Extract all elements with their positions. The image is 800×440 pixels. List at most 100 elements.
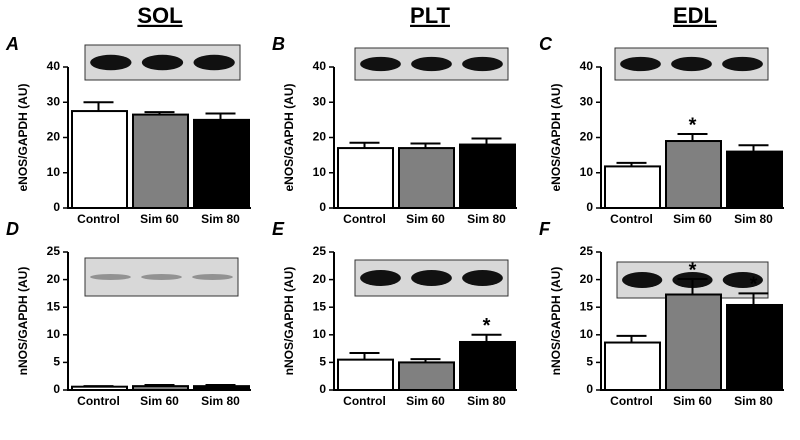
blot-band	[671, 56, 712, 72]
blot-band	[193, 54, 235, 71]
column-title: EDL	[673, 3, 717, 28]
blot-band	[360, 56, 401, 72]
y-tick-label: 10	[580, 327, 594, 341]
y-axis-label: nNOS/GAPDH (AU)	[282, 267, 296, 376]
bar	[398, 361, 455, 391]
y-tick-label: 40	[47, 59, 61, 73]
bar	[604, 341, 661, 392]
panel-label: C	[539, 34, 553, 54]
bar	[132, 113, 189, 209]
panel-label: B	[272, 34, 285, 54]
y-tick-label: 5	[586, 355, 593, 369]
column-title: PLT	[410, 3, 450, 28]
y-tick-label: 20	[313, 272, 327, 286]
y-axis-label: nNOS/GAPDH (AU)	[549, 267, 563, 376]
x-tick-label: Control	[343, 212, 386, 226]
significance-mark: *	[750, 274, 758, 296]
x-tick-label: Sim 80	[201, 394, 240, 408]
y-tick-label: 25	[313, 244, 327, 258]
panel-label: D	[6, 219, 19, 239]
blot-band	[141, 274, 182, 280]
y-tick-label: 10	[580, 165, 594, 179]
bar	[665, 140, 722, 209]
y-tick-label: 20	[580, 272, 594, 286]
x-tick-label: Sim 60	[673, 212, 712, 226]
x-tick-label: Sim 60	[140, 212, 179, 226]
significance-mark: *	[689, 114, 697, 136]
column-title: SOL	[137, 3, 182, 28]
blot-band	[90, 54, 132, 71]
bar	[459, 143, 516, 210]
y-tick-label: 15	[47, 299, 61, 313]
y-tick-label: 5	[319, 355, 326, 369]
x-tick-label: Sim 60	[140, 394, 179, 408]
y-tick-label: 15	[580, 299, 594, 313]
blot-band	[360, 270, 401, 286]
blot-band	[620, 56, 661, 72]
y-tick-label: 0	[53, 382, 60, 396]
y-tick-label: 30	[580, 94, 594, 108]
x-tick-label: Sim 60	[406, 394, 445, 408]
blot-band	[411, 56, 452, 72]
x-tick-label: Sim 80	[201, 212, 240, 226]
blot-band	[722, 56, 763, 72]
bar	[398, 147, 455, 209]
bar	[726, 303, 783, 392]
y-tick-label: 40	[313, 59, 327, 73]
y-tick-label: 40	[580, 59, 594, 73]
y-tick-label: 15	[313, 299, 327, 313]
blot-band	[462, 270, 503, 286]
significance-mark: *	[689, 259, 697, 281]
y-axis-label: eNOS/GAPDH (AU)	[16, 83, 30, 191]
y-tick-label: 5	[53, 355, 60, 369]
y-tick-label: 20	[580, 130, 594, 144]
significance-mark: *	[483, 315, 491, 337]
bar	[726, 150, 783, 210]
y-tick-label: 30	[313, 94, 327, 108]
x-tick-label: Sim 80	[467, 394, 506, 408]
x-tick-label: Sim 80	[734, 394, 773, 408]
blot-band	[462, 56, 503, 72]
y-tick-label: 0	[586, 200, 593, 214]
bar	[337, 358, 394, 392]
panel-label: A	[5, 34, 19, 54]
bar	[604, 165, 661, 209]
x-tick-label: Sim 60	[406, 212, 445, 226]
panel-label: F	[539, 219, 551, 239]
y-axis-label: nNOS/GAPDH (AU)	[16, 267, 30, 376]
y-tick-label: 25	[47, 244, 61, 258]
blot-band	[90, 274, 131, 280]
y-tick-label: 20	[47, 272, 61, 286]
blot-band	[141, 54, 184, 71]
y-tick-label: 10	[47, 165, 61, 179]
y-tick-label: 0	[586, 382, 593, 396]
blot-band	[192, 274, 233, 280]
bar	[337, 147, 394, 209]
blot-band	[411, 270, 452, 286]
y-axis-label: eNOS/GAPDH (AU)	[282, 83, 296, 191]
y-tick-label: 0	[53, 200, 60, 214]
x-tick-label: Sim 60	[673, 394, 712, 408]
x-tick-label: Control	[77, 212, 120, 226]
y-tick-label: 25	[580, 244, 594, 258]
x-tick-label: Control	[77, 394, 120, 408]
x-tick-label: Sim 80	[467, 212, 506, 226]
x-tick-label: Control	[610, 212, 653, 226]
bar	[193, 118, 250, 209]
y-tick-label: 20	[313, 130, 327, 144]
y-tick-label: 30	[47, 94, 61, 108]
x-tick-label: Control	[343, 394, 386, 408]
panel-label: E	[272, 219, 285, 239]
y-tick-label: 20	[47, 130, 61, 144]
y-tick-label: 10	[313, 327, 327, 341]
y-axis-label: eNOS/GAPDH (AU)	[549, 83, 563, 191]
y-tick-label: 10	[313, 165, 327, 179]
western-blot	[84, 257, 239, 297]
y-tick-label: 10	[47, 327, 61, 341]
blot-band	[722, 272, 763, 288]
bar	[665, 293, 722, 391]
y-tick-label: 0	[319, 200, 326, 214]
x-tick-label: Sim 80	[734, 212, 773, 226]
bar	[459, 340, 516, 392]
